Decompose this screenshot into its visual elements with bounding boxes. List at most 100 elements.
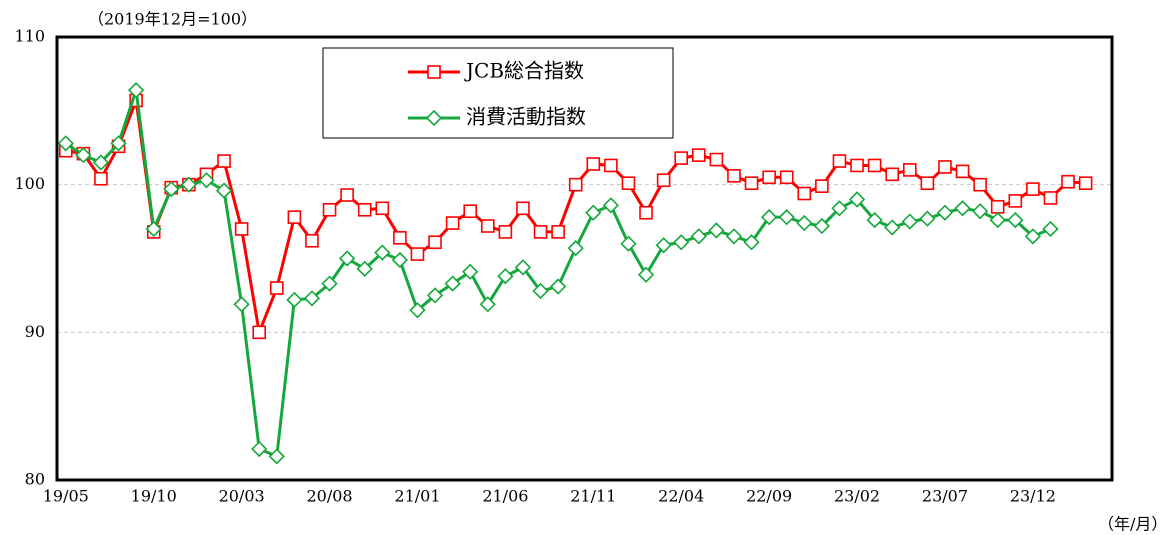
marker — [198, 172, 215, 189]
marker — [585, 204, 602, 221]
marker — [252, 325, 267, 340]
marker — [463, 204, 478, 219]
marker — [936, 204, 954, 221]
marker — [621, 176, 636, 190]
marker — [480, 219, 495, 233]
legend-box — [322, 47, 674, 139]
marker — [568, 177, 583, 192]
marker — [920, 176, 935, 190]
marker — [848, 191, 866, 208]
marker — [479, 296, 496, 313]
y-tick-label: 100 — [14, 174, 45, 193]
marker — [1061, 174, 1075, 189]
marker — [110, 135, 127, 152]
marker — [269, 281, 284, 295]
unit-note: （2019年12月=100） — [88, 10, 257, 29]
x-tick-label: 20/03 — [219, 487, 265, 506]
marker — [639, 205, 653, 220]
marker — [760, 209, 778, 226]
marker — [1026, 182, 1040, 196]
marker — [462, 263, 479, 280]
marker — [251, 440, 268, 458]
marker — [727, 169, 741, 183]
marker — [901, 213, 918, 230]
marker — [428, 235, 442, 250]
marker — [778, 209, 795, 226]
marker — [217, 154, 231, 168]
marker — [620, 235, 637, 252]
marker — [1007, 211, 1024, 229]
marker — [971, 203, 989, 220]
legend-label: JCB総合指数 — [464, 59, 584, 83]
x-tick-label: 23/12 — [1010, 487, 1056, 506]
marker — [954, 200, 971, 217]
x-axis-unit: （年/月） — [1098, 515, 1167, 534]
legend-label: 消費活動指数 — [466, 105, 586, 129]
marker — [533, 225, 548, 239]
marker — [850, 158, 864, 173]
marker — [498, 225, 513, 239]
marker — [779, 170, 794, 185]
x-tick-label: 22/04 — [658, 487, 704, 506]
marker — [322, 202, 337, 217]
marker — [426, 287, 444, 304]
y-tick-label: 90 — [25, 322, 45, 341]
marker — [867, 158, 882, 173]
legend-marker — [427, 65, 441, 79]
marker — [127, 82, 145, 99]
marker — [234, 222, 249, 236]
marker — [815, 179, 829, 193]
x-tick-label: 19/05 — [43, 487, 89, 506]
x-tick-label: 23/02 — [834, 487, 880, 506]
marker — [656, 173, 671, 188]
marker — [637, 266, 655, 283]
marker — [744, 176, 759, 190]
marker — [375, 201, 390, 216]
marker — [180, 176, 198, 193]
marker — [268, 448, 285, 465]
marker — [919, 210, 936, 227]
marker — [1008, 194, 1023, 208]
marker — [690, 228, 707, 245]
marker — [340, 188, 354, 202]
marker — [1043, 191, 1058, 205]
x-tick-label: 20/08 — [306, 487, 352, 506]
marker — [673, 234, 690, 251]
marker — [709, 152, 724, 167]
marker — [955, 164, 970, 179]
marker — [286, 291, 303, 308]
marker — [989, 211, 1006, 229]
marker — [57, 135, 74, 152]
x-tick-label: 21/06 — [482, 487, 528, 506]
marker — [303, 290, 321, 307]
marker — [409, 302, 426, 319]
x-tick-label: 21/01 — [394, 487, 440, 506]
series-line — [64, 88, 1052, 458]
marker — [674, 151, 689, 165]
marker — [586, 157, 601, 171]
marker — [866, 211, 883, 229]
marker — [990, 200, 1005, 214]
marker — [1078, 176, 1093, 190]
marker — [973, 177, 987, 192]
marker — [602, 197, 620, 214]
marker — [163, 180, 180, 198]
marker — [516, 201, 530, 216]
marker — [796, 214, 813, 232]
marker — [938, 160, 952, 174]
marker — [391, 251, 409, 269]
marker — [321, 275, 338, 292]
marker — [356, 260, 373, 277]
marker — [444, 275, 461, 292]
marker — [1024, 228, 1042, 245]
marker — [215, 182, 233, 199]
y-tick-label: 110 — [14, 27, 45, 46]
marker — [885, 167, 900, 182]
marker — [902, 163, 917, 177]
marker — [1042, 220, 1059, 238]
marker — [305, 233, 319, 248]
x-tick-label: 19/10 — [131, 487, 177, 506]
marker — [691, 148, 706, 162]
